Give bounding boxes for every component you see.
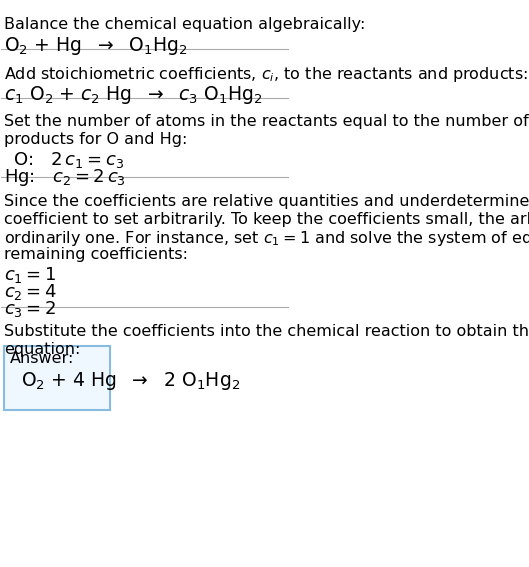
Text: ordinarily one. For instance, set $c_1 = 1$ and solve the system of equations fo: ordinarily one. For instance, set $c_1 =… [4, 229, 529, 248]
FancyBboxPatch shape [4, 345, 110, 411]
Text: equation:: equation: [4, 341, 80, 357]
Text: remaining coefficients:: remaining coefficients: [4, 247, 188, 262]
Text: Hg:   $c_2 = 2\,c_3$: Hg: $c_2 = 2\,c_3$ [4, 167, 126, 188]
Text: O:   $2\,c_1 = c_3$: O: $2\,c_1 = c_3$ [13, 150, 124, 170]
Text: $c_1$ $\mathregular{O_2}$ + $c_2$ Hg  $\rightarrow$  $c_3$ $\mathregular{O_1Hg_2: $c_1$ $\mathregular{O_2}$ + $c_2$ Hg $\r… [4, 84, 263, 106]
Text: Answer:: Answer: [10, 350, 75, 366]
Text: $c_2 = 4$: $c_2 = 4$ [4, 282, 57, 302]
Text: Balance the chemical equation algebraically:: Balance the chemical equation algebraica… [4, 17, 366, 32]
Text: $\mathregular{O_2}$ + 4 Hg  $\rightarrow$  2 $\mathregular{O_1Hg_2}$: $\mathregular{O_2}$ + 4 Hg $\rightarrow$… [22, 370, 241, 392]
Text: products for O and Hg:: products for O and Hg: [4, 132, 188, 147]
Text: Since the coefficients are relative quantities and underdetermined, choose a: Since the coefficients are relative quan… [4, 194, 529, 209]
Text: $c_3 = 2$: $c_3 = 2$ [4, 299, 57, 319]
Text: $\mathregular{O_2}$ + Hg  $\rightarrow$  $\mathregular{O_1Hg_2}$: $\mathregular{O_2}$ + Hg $\rightarrow$ $… [4, 35, 188, 57]
Text: Substitute the coefficients into the chemical reaction to obtain the balanced: Substitute the coefficients into the che… [4, 324, 529, 339]
Text: Set the number of atoms in the reactants equal to the number of atoms in the: Set the number of atoms in the reactants… [4, 114, 529, 129]
Text: coefficient to set arbitrarily. To keep the coefficients small, the arbitrary va: coefficient to set arbitrarily. To keep … [4, 212, 529, 227]
Text: $c_1 = 1$: $c_1 = 1$ [4, 265, 57, 285]
Text: Add stoichiometric coefficients, $c_i$, to the reactants and products:: Add stoichiometric coefficients, $c_i$, … [4, 65, 528, 83]
